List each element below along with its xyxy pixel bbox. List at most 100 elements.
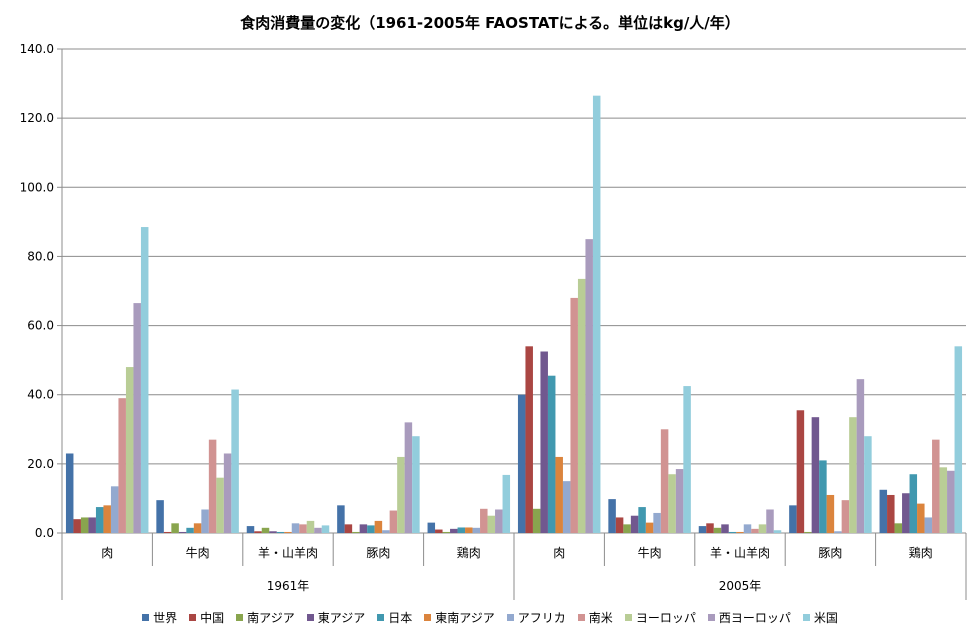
bar — [125, 367, 134, 533]
legend-swatch — [189, 614, 197, 621]
legend-swatch — [236, 614, 244, 621]
bar — [487, 515, 496, 533]
bar — [736, 531, 744, 533]
category-label: 牛肉 — [186, 545, 210, 560]
bar — [193, 523, 202, 533]
bar — [894, 523, 903, 533]
bar — [902, 493, 910, 533]
legend-label: 西ヨーロッパ — [718, 611, 791, 625]
bar — [939, 467, 948, 533]
y-tick-label: 40.0 — [27, 388, 54, 402]
bar — [660, 429, 669, 533]
chart-title: 食肉消費量の変化（1961-2005年 FAOSTATによる。単位はkg/人/年… — [240, 14, 740, 32]
bar — [864, 436, 872, 533]
bar — [186, 527, 194, 533]
y-tick-label: 60.0 — [27, 319, 54, 333]
bar — [472, 527, 481, 533]
bar — [223, 453, 232, 533]
bar — [834, 531, 842, 533]
bar — [163, 531, 172, 533]
bar — [337, 505, 345, 533]
legend-item: アフリカ — [506, 609, 566, 626]
bar — [382, 530, 390, 533]
bar — [766, 509, 774, 533]
bar — [555, 456, 563, 533]
bar — [675, 469, 684, 533]
bar — [517, 394, 526, 533]
bar — [653, 512, 661, 533]
bar — [917, 503, 925, 533]
y-tick-label: 20.0 — [27, 457, 54, 471]
legend-item: ヨーロッパ — [624, 609, 696, 626]
bar — [480, 508, 488, 533]
bar — [314, 527, 322, 533]
legend-label: 南アジア — [247, 611, 295, 625]
bar — [932, 439, 940, 533]
bar — [344, 524, 353, 533]
bar — [713, 527, 722, 533]
bar — [321, 525, 330, 533]
bar — [427, 522, 436, 533]
category-label: 豚肉 — [366, 546, 390, 560]
bar — [80, 517, 89, 533]
legend-item: 西ヨーロッパ — [707, 609, 791, 626]
bar — [954, 346, 963, 533]
bar — [502, 474, 511, 533]
legend-item: 東アジア — [306, 609, 366, 626]
legend-swatch — [577, 614, 585, 621]
bar — [397, 456, 405, 533]
bar — [608, 499, 616, 533]
bar — [577, 278, 586, 533]
category-label: 肉 — [101, 546, 113, 560]
legend-swatch — [424, 614, 432, 621]
y-tick-label: 120.0 — [20, 111, 54, 125]
bar — [811, 417, 820, 533]
bar — [208, 439, 217, 533]
legend-label: 東南アジア — [435, 611, 495, 625]
bar — [585, 239, 593, 533]
bar — [367, 525, 375, 533]
bar — [246, 526, 255, 533]
legend-swatch — [707, 614, 715, 621]
bar — [826, 494, 835, 533]
legend-swatch — [306, 614, 314, 621]
legend-item: 米国 — [802, 609, 838, 626]
bar — [796, 410, 805, 533]
legend-label: 日本 — [388, 611, 413, 625]
bar — [389, 510, 398, 533]
bar — [562, 481, 571, 533]
bar — [947, 470, 955, 533]
bar — [849, 417, 857, 533]
bar — [773, 530, 782, 533]
bar — [412, 436, 420, 533]
legend-label: 米国 — [813, 611, 838, 625]
bar — [592, 95, 601, 534]
bar — [306, 520, 315, 533]
legend: 世界 中国 南アジア 東アジア 日本 東南アジア アフリカ 南米 ヨーロッパ 西ヨーロッパ 米国 — [0, 609, 980, 626]
bar — [789, 505, 797, 533]
bar — [683, 386, 691, 533]
bar — [751, 528, 759, 533]
bar — [547, 375, 556, 533]
bar — [721, 524, 729, 533]
bar — [133, 303, 141, 533]
legend-label: アフリカ — [517, 611, 566, 625]
bar — [645, 522, 654, 533]
y-tick-label: 0.0 — [35, 526, 54, 540]
bar — [118, 398, 126, 533]
bar — [156, 500, 164, 533]
legend-swatch — [142, 614, 150, 621]
bar — [178, 531, 187, 533]
bar — [623, 524, 631, 533]
bar — [276, 531, 285, 533]
bar — [630, 515, 639, 533]
bar — [758, 524, 767, 533]
bar — [879, 489, 888, 533]
legend-item: 東南アジア — [424, 609, 495, 626]
bar — [291, 523, 300, 533]
legend-label: 東アジア — [317, 611, 366, 625]
bar — [698, 526, 707, 533]
bar — [743, 524, 752, 533]
